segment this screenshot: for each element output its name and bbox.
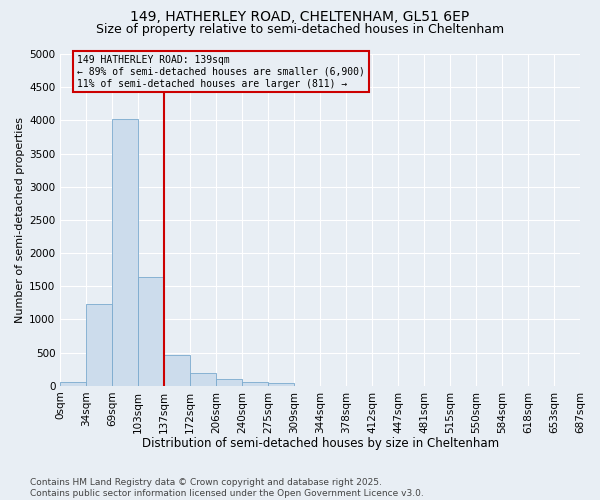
Bar <box>268 383 294 386</box>
Bar <box>112 119 138 386</box>
Bar <box>164 354 190 386</box>
Bar <box>190 373 216 386</box>
Text: Contains HM Land Registry data © Crown copyright and database right 2025.
Contai: Contains HM Land Registry data © Crown c… <box>30 478 424 498</box>
Bar <box>60 382 86 386</box>
Bar <box>242 382 268 386</box>
Text: 149, HATHERLEY ROAD, CHELTENHAM, GL51 6EP: 149, HATHERLEY ROAD, CHELTENHAM, GL51 6E… <box>130 10 470 24</box>
Bar <box>216 378 242 386</box>
Text: Size of property relative to semi-detached houses in Cheltenham: Size of property relative to semi-detach… <box>96 22 504 36</box>
X-axis label: Distribution of semi-detached houses by size in Cheltenham: Distribution of semi-detached houses by … <box>142 437 499 450</box>
Bar <box>86 304 112 386</box>
Text: 149 HATHERLEY ROAD: 139sqm
← 89% of semi-detached houses are smaller (6,900)
11%: 149 HATHERLEY ROAD: 139sqm ← 89% of semi… <box>77 56 365 88</box>
Y-axis label: Number of semi-detached properties: Number of semi-detached properties <box>15 117 25 323</box>
Bar <box>138 277 164 386</box>
